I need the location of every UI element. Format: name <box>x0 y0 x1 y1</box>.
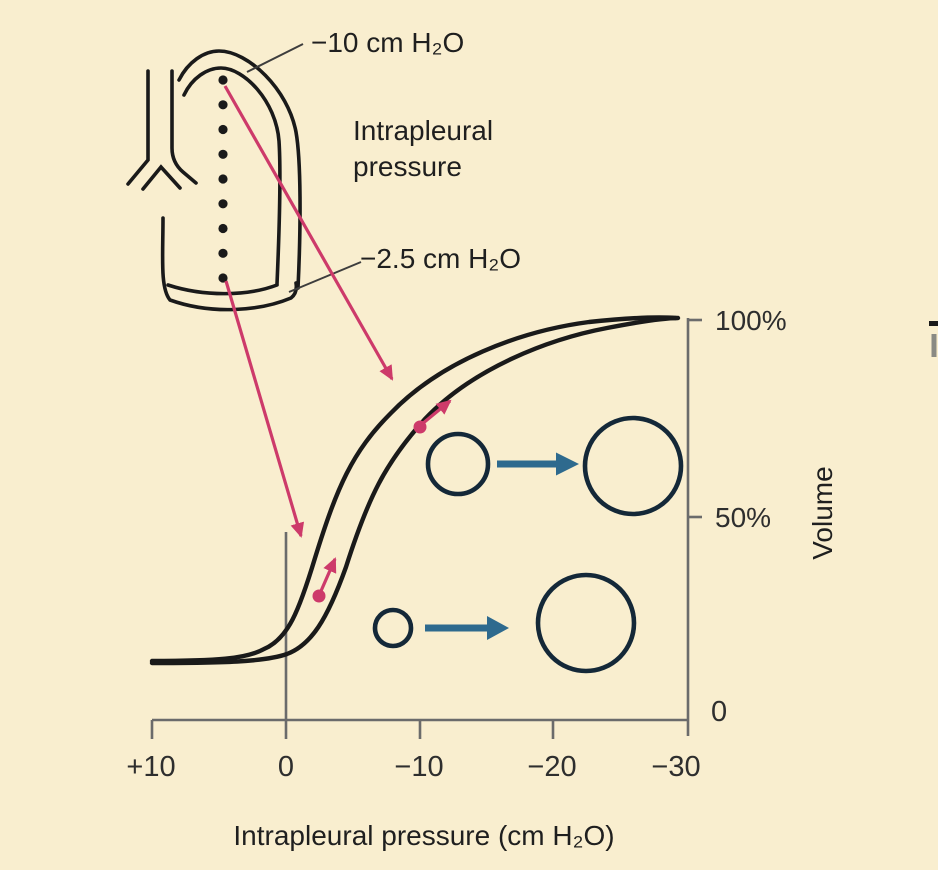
label-leaders <box>246 43 362 293</box>
x-tick-label-plus10: +10 <box>126 751 176 783</box>
base-alveolus-after-circle <box>535 572 637 674</box>
gradient-dot <box>218 174 228 184</box>
intrapleural-pressure-label: Intrapleural pressure <box>353 115 494 183</box>
gradient-dot <box>218 223 228 234</box>
x-tick-label-minus30: −30 <box>651 751 701 783</box>
cropped-edge-artifact <box>929 321 938 357</box>
edge-bar <box>931 334 937 357</box>
gradient-dot <box>218 273 228 283</box>
pressure-pointers <box>223 85 452 592</box>
apex-alveolus-after-circle <box>582 415 684 517</box>
apex-pressure-label: −10 cm H₂O <box>311 27 465 58</box>
base-alveolus-before-circle <box>372 607 414 649</box>
base-expansion-arrow-icon <box>425 616 509 640</box>
base-pointer-arrow <box>224 280 305 538</box>
base-curve-point <box>312 589 326 603</box>
chest-wall-base <box>160 216 299 312</box>
chest-wall-outline <box>177 49 302 290</box>
x-tick-label-minus20: −20 <box>527 751 577 783</box>
x-tick-label-0: 0 <box>277 751 295 783</box>
base-label-leader-line <box>288 261 362 293</box>
apex-alveolus-before-circle <box>425 431 491 497</box>
axes <box>150 318 702 739</box>
compliance-curves <box>149 315 681 666</box>
y-axis-title: Volume <box>807 466 838 560</box>
pleural-pressure-dots <box>218 75 228 283</box>
lung-surface-outline <box>182 66 282 286</box>
gradient-dot <box>218 199 228 209</box>
apex-expansion-arrow-icon <box>497 452 579 476</box>
apex-label-leader-line <box>246 43 304 73</box>
alveoli-circles <box>372 415 684 674</box>
diaphragm-line <box>166 283 279 296</box>
inspiration-limb-curve <box>149 315 681 666</box>
expansion-arrows <box>425 452 579 640</box>
y-tick-label-100: 100% <box>715 305 787 336</box>
lung-diagram <box>126 49 302 312</box>
gradient-dot <box>218 149 228 159</box>
apex-curve-point <box>413 420 427 434</box>
y-tick-label-50: 50% <box>715 502 772 533</box>
base-direction-arrow <box>319 557 337 592</box>
gradient-dot <box>218 75 228 85</box>
x-tick-label-minus10: −10 <box>394 751 444 783</box>
trachea-right-wall <box>170 69 198 185</box>
x-axis-title: Intrapleural pressure (cm H₂O) <box>233 820 615 851</box>
edge-dash <box>929 321 938 326</box>
gradient-dot <box>218 248 228 258</box>
trachea-left-wall <box>126 69 150 186</box>
carina <box>141 164 182 191</box>
apex-pointer-arrow <box>223 85 394 381</box>
gradient-dot <box>218 100 228 110</box>
y-tick-label-0: 0 <box>711 696 728 728</box>
gradient-dot <box>218 124 228 135</box>
apex-direction-arrow <box>420 399 452 426</box>
base-pressure-label: −2.5 cm H₂O <box>360 243 522 274</box>
expiration-limb-curve <box>149 315 679 664</box>
